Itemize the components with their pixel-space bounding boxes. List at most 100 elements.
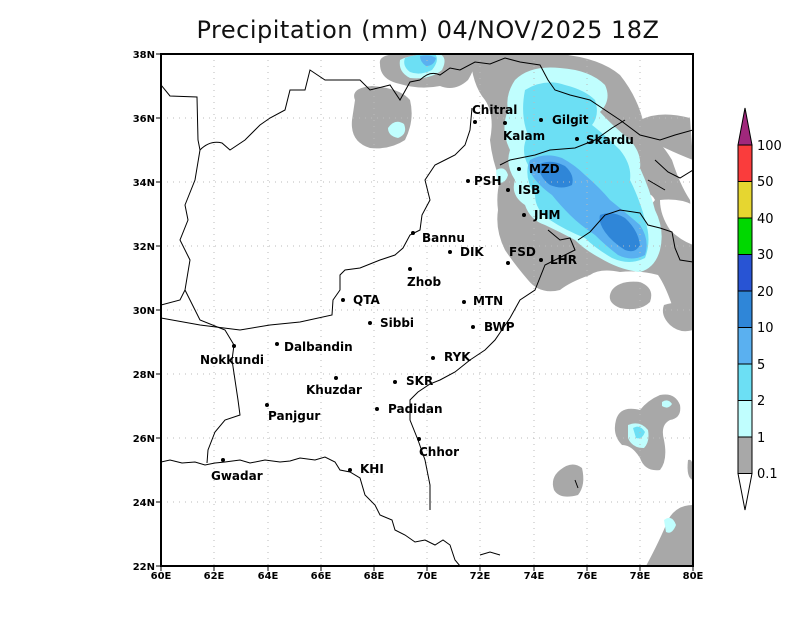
city-label: Khuzdar (306, 383, 362, 397)
city-label: Dalbandin (284, 340, 353, 354)
city-dot-icon (232, 344, 236, 348)
city-dot-icon (473, 120, 477, 124)
city-fsd: FSD (506, 245, 536, 265)
y-tick-label: 22N (133, 562, 155, 573)
y-tick-label: 24N (133, 498, 155, 509)
colorbar-label: 10 (757, 321, 774, 336)
colorbar-swatch-1-2 (737, 400, 753, 438)
city-skr: SKR (393, 374, 433, 388)
city-panjgur: Panjgur (265, 403, 320, 423)
city-skardu: Skardu (575, 133, 634, 147)
city-label: FSD (509, 245, 536, 259)
city-dot-icon (466, 179, 470, 183)
city-dot-icon (393, 380, 397, 384)
city-label: KHI (360, 462, 384, 476)
colorbar-swatch-30-40 (737, 217, 753, 255)
colorbar-swatch-10-20 (737, 290, 753, 328)
city-markers: Chitral Kalam Gilgit Skardu MZD PSH ISB JHM Bann… (200, 103, 634, 483)
y-tick-label: 28N (133, 370, 155, 381)
city-label: Gwadar (211, 469, 263, 483)
colorbar-swatch-2-5 (737, 363, 753, 401)
colorbar-over-arrow (737, 107, 753, 146)
city-dot-icon (431, 356, 435, 360)
colorbar-label: 20 (757, 285, 774, 300)
city-label: Sibbi (380, 316, 414, 330)
city-label: ISB (518, 183, 540, 197)
x-tick-label: 60E (151, 571, 172, 582)
x-tick-label: 74E (524, 571, 545, 582)
city-dot-icon (462, 300, 466, 304)
city-dot-icon (575, 137, 579, 141)
city-label: Bannu (422, 231, 465, 245)
city-mtn: MTN (462, 294, 503, 308)
city-dot-icon (411, 231, 415, 235)
y-tick-label: 38N (133, 50, 155, 61)
city-dot-icon (334, 376, 338, 380)
city-label: MZD (529, 162, 560, 176)
colorbar-swatch-5-10 (737, 327, 753, 365)
city-zhob: Zhob (407, 267, 441, 289)
precipitation-field (351, 54, 693, 566)
colorbar-under-arrow (737, 473, 753, 511)
colorbar-swatch-20-30 (737, 254, 753, 292)
city-dot-icon (448, 250, 452, 254)
city-label: JHM (533, 208, 560, 222)
city-label: MTN (473, 294, 503, 308)
city-dot-icon (506, 188, 510, 192)
city-gilgit: Gilgit (539, 113, 589, 127)
city-label: Padidan (388, 402, 443, 416)
colorbar-label: 5 (757, 358, 765, 373)
city-dot-icon (275, 342, 279, 346)
colorbar-label: 0.1 (757, 467, 778, 482)
city-chitral: Chitral (472, 103, 517, 124)
city-khi: KHI (348, 462, 384, 476)
y-tick-label: 32N (133, 242, 155, 253)
city-bwp: BWP (471, 320, 515, 334)
chart-title: Precipitation (mm) 04/NOV/2025 18Z (196, 16, 660, 44)
city-dot-icon (221, 458, 225, 462)
city-lhr: LHR (539, 253, 577, 267)
city-dot-icon (265, 403, 269, 407)
city-ryk: RYK (431, 350, 471, 364)
city-mzd: MZD (517, 162, 560, 176)
x-tick-label: 76E (577, 571, 598, 582)
city-dot-icon (341, 298, 345, 302)
city-psh: PSH (466, 174, 501, 188)
x-tick-label: 66E (311, 571, 332, 582)
city-dot-icon (471, 325, 475, 329)
colorbar-labels: 100 50 40 30 20 10 5 2 1 0.1 (757, 139, 782, 482)
city-label: Chitral (472, 103, 517, 117)
x-tick-label: 64E (258, 571, 279, 582)
city-dalbandin: Dalbandin (275, 340, 353, 354)
grid-lines (161, 54, 693, 566)
city-label: Zhob (407, 275, 441, 289)
y-tick-label: 26N (133, 434, 155, 445)
city-label: RYK (444, 350, 471, 364)
city-gwadar: Gwadar (211, 458, 263, 483)
colorbar-label: 40 (757, 212, 774, 227)
city-label: Skardu (586, 133, 634, 147)
city-label: BWP (484, 320, 515, 334)
city-dot-icon (368, 321, 372, 325)
city-khuzdar: Khuzdar (306, 376, 362, 397)
colorbar-label: 1 (757, 431, 765, 446)
city-dot-icon (506, 261, 510, 265)
city-dot-icon (503, 121, 507, 125)
x-tick-label: 72E (470, 571, 491, 582)
x-tick-label: 68E (364, 571, 385, 582)
x-axis-labels: 60E 62E 64E 66E 68E 70E 72E 74E 76E 78E … (151, 571, 704, 582)
city-dot-icon (375, 407, 379, 411)
y-tick-label: 36N (133, 114, 155, 125)
city-label: SKR (406, 374, 433, 388)
city-label: Panjgur (268, 409, 320, 423)
colorbar-swatch-0.1-1 (737, 436, 753, 474)
city-dot-icon (522, 213, 526, 217)
city-dot-icon (408, 267, 412, 271)
colorbar-swatch-50-100 (737, 144, 753, 182)
city-isb: ISB (506, 183, 540, 197)
x-tick-label: 80E (683, 571, 704, 582)
city-kalam: Kalam (503, 121, 545, 143)
city-nokkundi: Nokkundi (200, 344, 264, 367)
city-qta: QTA (341, 293, 380, 307)
